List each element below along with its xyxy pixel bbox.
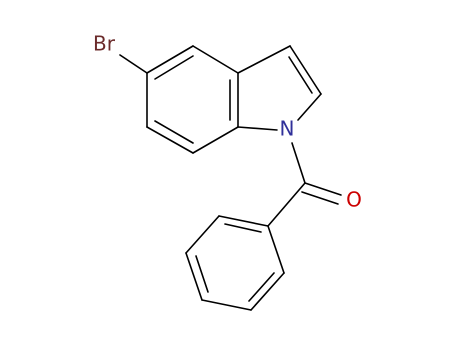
bond	[192, 126, 239, 154]
bond	[201, 299, 252, 311]
bond	[218, 215, 269, 227]
bond	[248, 272, 275, 302]
bond	[192, 45, 239, 74]
bond	[154, 120, 194, 144]
atom-label: N	[280, 117, 295, 141]
bond	[185, 215, 220, 254]
bond	[154, 55, 194, 80]
bond	[288, 56, 313, 94]
atom-label: O	[346, 188, 362, 212]
bond	[185, 252, 203, 301]
bond	[267, 182, 306, 227]
bond	[146, 45, 194, 74]
bond	[267, 225, 285, 274]
bond	[146, 126, 194, 154]
bond	[119, 54, 148, 74]
bond	[224, 223, 262, 233]
bonds	[119, 45, 342, 311]
atom-label: Br	[93, 32, 116, 56]
bond	[289, 45, 322, 95]
bond	[195, 255, 209, 293]
bond	[304, 182, 342, 196]
bond	[301, 191, 339, 205]
bond	[250, 272, 285, 311]
bond	[291, 142, 306, 184]
bond	[237, 126, 278, 131]
bond	[297, 93, 322, 121]
bond	[237, 45, 291, 74]
